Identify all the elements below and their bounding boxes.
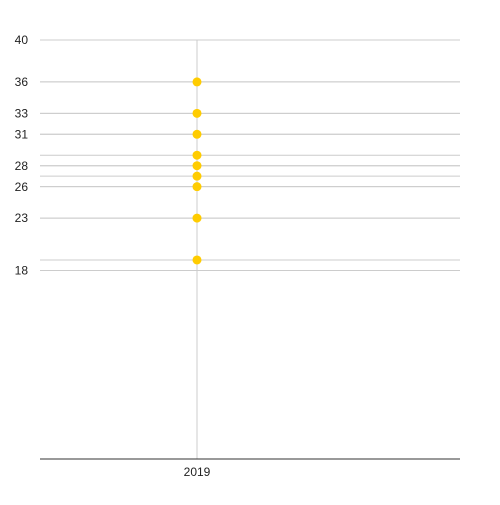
y-tick-label: 40 <box>15 33 29 47</box>
y-tick-label: 31 <box>15 127 29 141</box>
dot <box>192 255 202 265</box>
dot <box>192 77 202 87</box>
dot <box>192 182 202 192</box>
dot <box>192 213 202 223</box>
y-tick-label: 23 <box>15 211 29 225</box>
x-tick-label: 2019 <box>184 465 211 479</box>
y-tick-label: 28 <box>15 159 29 173</box>
y-tick-label: 36 <box>15 75 29 89</box>
y-tick-label: 18 <box>15 264 29 278</box>
y-tick-label: 33 <box>15 106 29 120</box>
dot <box>192 108 202 118</box>
dot <box>192 129 202 139</box>
y-tick-label: 26 <box>15 180 29 194</box>
dot <box>192 171 202 181</box>
dot <box>192 150 202 160</box>
dot <box>192 161 202 171</box>
